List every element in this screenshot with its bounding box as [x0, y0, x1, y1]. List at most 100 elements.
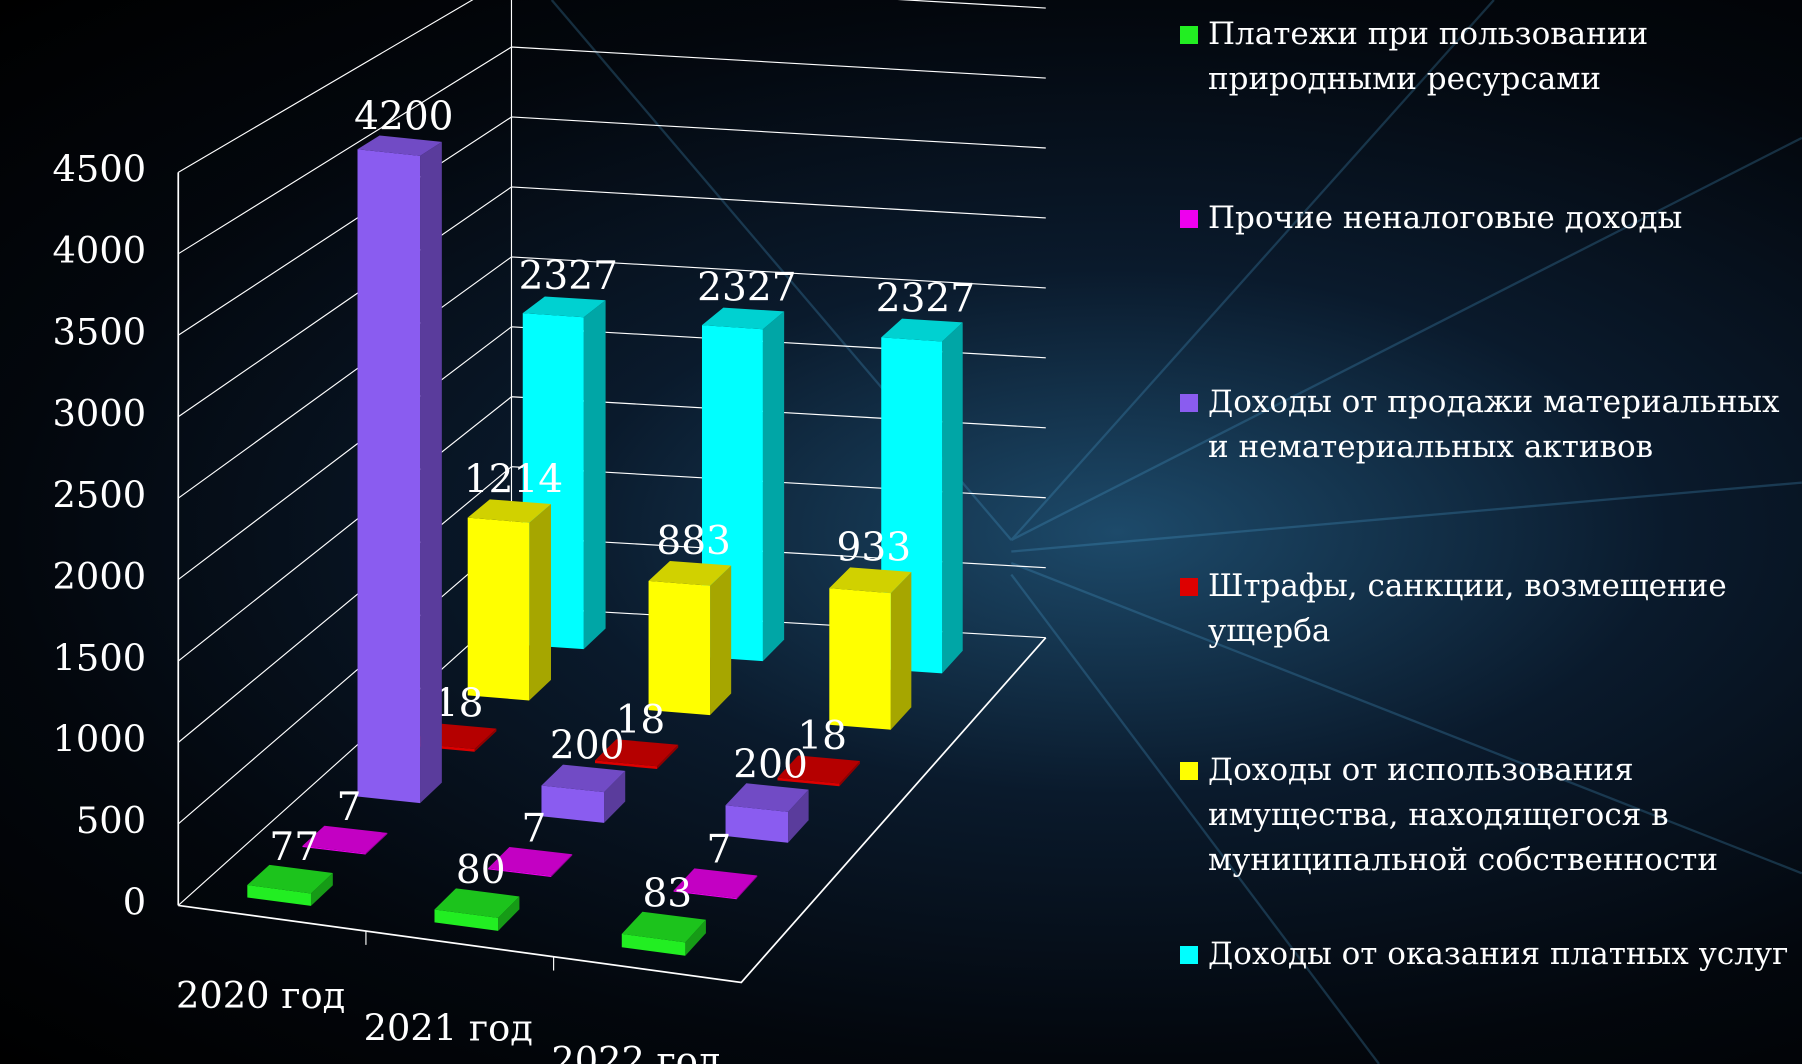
data-label: 83: [642, 872, 692, 917]
bar-side: [657, 744, 679, 770]
bar: [488, 846, 573, 877]
bar-side: [762, 311, 785, 662]
y-tick-label: 4000: [53, 229, 147, 272]
bar: [829, 567, 912, 730]
bar-side: [890, 571, 912, 730]
bar-top: [247, 864, 333, 894]
data-label: 4200: [354, 94, 453, 139]
legend-swatch: [1180, 394, 1198, 412]
legend-swatch: [1180, 26, 1198, 44]
bar-top: [881, 318, 963, 342]
bar-top: [488, 846, 573, 876]
x-tick-label: 2020 год: [176, 974, 345, 1017]
bar-top: [467, 499, 552, 523]
bar-side: [365, 832, 388, 855]
grid-line: [177, 466, 1046, 743]
bar-top: [829, 567, 912, 594]
data-label: 18: [616, 698, 666, 743]
data-label: 2327: [697, 265, 796, 310]
data-label: 200: [550, 724, 625, 769]
bar-front: [595, 760, 658, 770]
y-tick-label: 2000: [53, 555, 147, 598]
y-tick-label: 0: [123, 881, 146, 924]
bar-side: [498, 896, 520, 931]
data-label: 883: [656, 519, 731, 564]
legend-label: Доходы от использования имущества, наход…: [1208, 752, 1718, 878]
data-label: 2327: [519, 254, 618, 299]
bar-top: [522, 296, 606, 318]
bar-top: [302, 825, 388, 854]
bar-top: [541, 764, 626, 793]
bar-side: [710, 565, 732, 716]
legend-item: Платежи при пользовании природными ресур…: [1180, 12, 1795, 102]
data-label: 18: [434, 682, 484, 727]
bar-top: [595, 739, 679, 767]
grid-line: [177, 0, 1046, 173]
bar-front: [247, 884, 311, 906]
legend-item: Доходы от использования имущества, наход…: [1180, 748, 1795, 883]
y-tick-label: 3500: [53, 310, 147, 353]
bar-front: [467, 517, 530, 701]
legend-swatch: [1180, 946, 1198, 964]
bar-front: [725, 805, 789, 843]
legend-label: Прочие неналоговые доходы: [1208, 200, 1683, 236]
grid-line: [177, 326, 1046, 581]
bar-top: [777, 755, 860, 784]
legend-item: Штрафы, санкции, возмещение ущерба: [1180, 564, 1795, 654]
y-tick-label: 1000: [53, 718, 147, 761]
y-tick-label: 4500: [53, 148, 147, 191]
bar-side: [604, 770, 626, 823]
bar-side: [685, 919, 706, 956]
legend-item: Доходы от оказания платных услуг: [1180, 932, 1795, 977]
bar: [302, 825, 388, 855]
bar-top: [621, 911, 706, 943]
bar-front: [434, 909, 499, 931]
bar-front: [357, 149, 421, 804]
data-label: 2327: [876, 276, 975, 321]
bar: [357, 135, 442, 804]
bar-front: [673, 890, 737, 900]
y-tick-label: 1500: [53, 636, 147, 679]
bar-side: [474, 728, 497, 752]
grid-line: [177, 256, 1046, 499]
y-tick-label: 500: [76, 799, 146, 842]
bar-top: [701, 307, 785, 330]
bar-side: [551, 854, 573, 877]
bar: [595, 739, 679, 770]
bar-top: [357, 135, 442, 156]
y-tick-label: 2500: [53, 473, 147, 516]
x-tick-label: 2021 год: [364, 1006, 533, 1049]
grid-line: [177, 396, 1046, 662]
bar-top: [648, 560, 732, 586]
legend-swatch: [1180, 578, 1198, 596]
bar-side: [942, 322, 963, 674]
y-tick-label: 3000: [53, 392, 147, 435]
bar-side: [736, 875, 758, 900]
bar-side: [310, 873, 333, 906]
legend-item: Прочие неналоговые доходы: [1180, 196, 1795, 241]
bar: [247, 864, 333, 906]
legend-label: Доходы от оказания платных услуг: [1208, 936, 1789, 972]
data-label: 7: [522, 806, 547, 851]
legend-swatch: [1180, 762, 1198, 780]
legend-label: Штрафы, санкции, возмещение ущерба: [1208, 568, 1727, 649]
bar-front: [302, 845, 366, 855]
bar-side: [529, 503, 552, 701]
data-label: 7: [337, 785, 362, 830]
bar-front: [777, 777, 840, 787]
bar-side: [420, 141, 442, 804]
bar-side: [583, 300, 606, 650]
bar-front: [621, 933, 686, 956]
bar-side: [788, 789, 809, 843]
data-label: 200: [733, 742, 808, 787]
data-label: 933: [837, 525, 912, 570]
grid-line: [177, 186, 1046, 418]
bar-front: [488, 868, 552, 877]
bar-top: [725, 783, 809, 812]
data-label: 1214: [464, 457, 563, 502]
data-label: 80: [456, 848, 506, 893]
legend-label: Доходы от продажи материальных и нематер…: [1208, 384, 1780, 465]
bar: [673, 868, 758, 900]
